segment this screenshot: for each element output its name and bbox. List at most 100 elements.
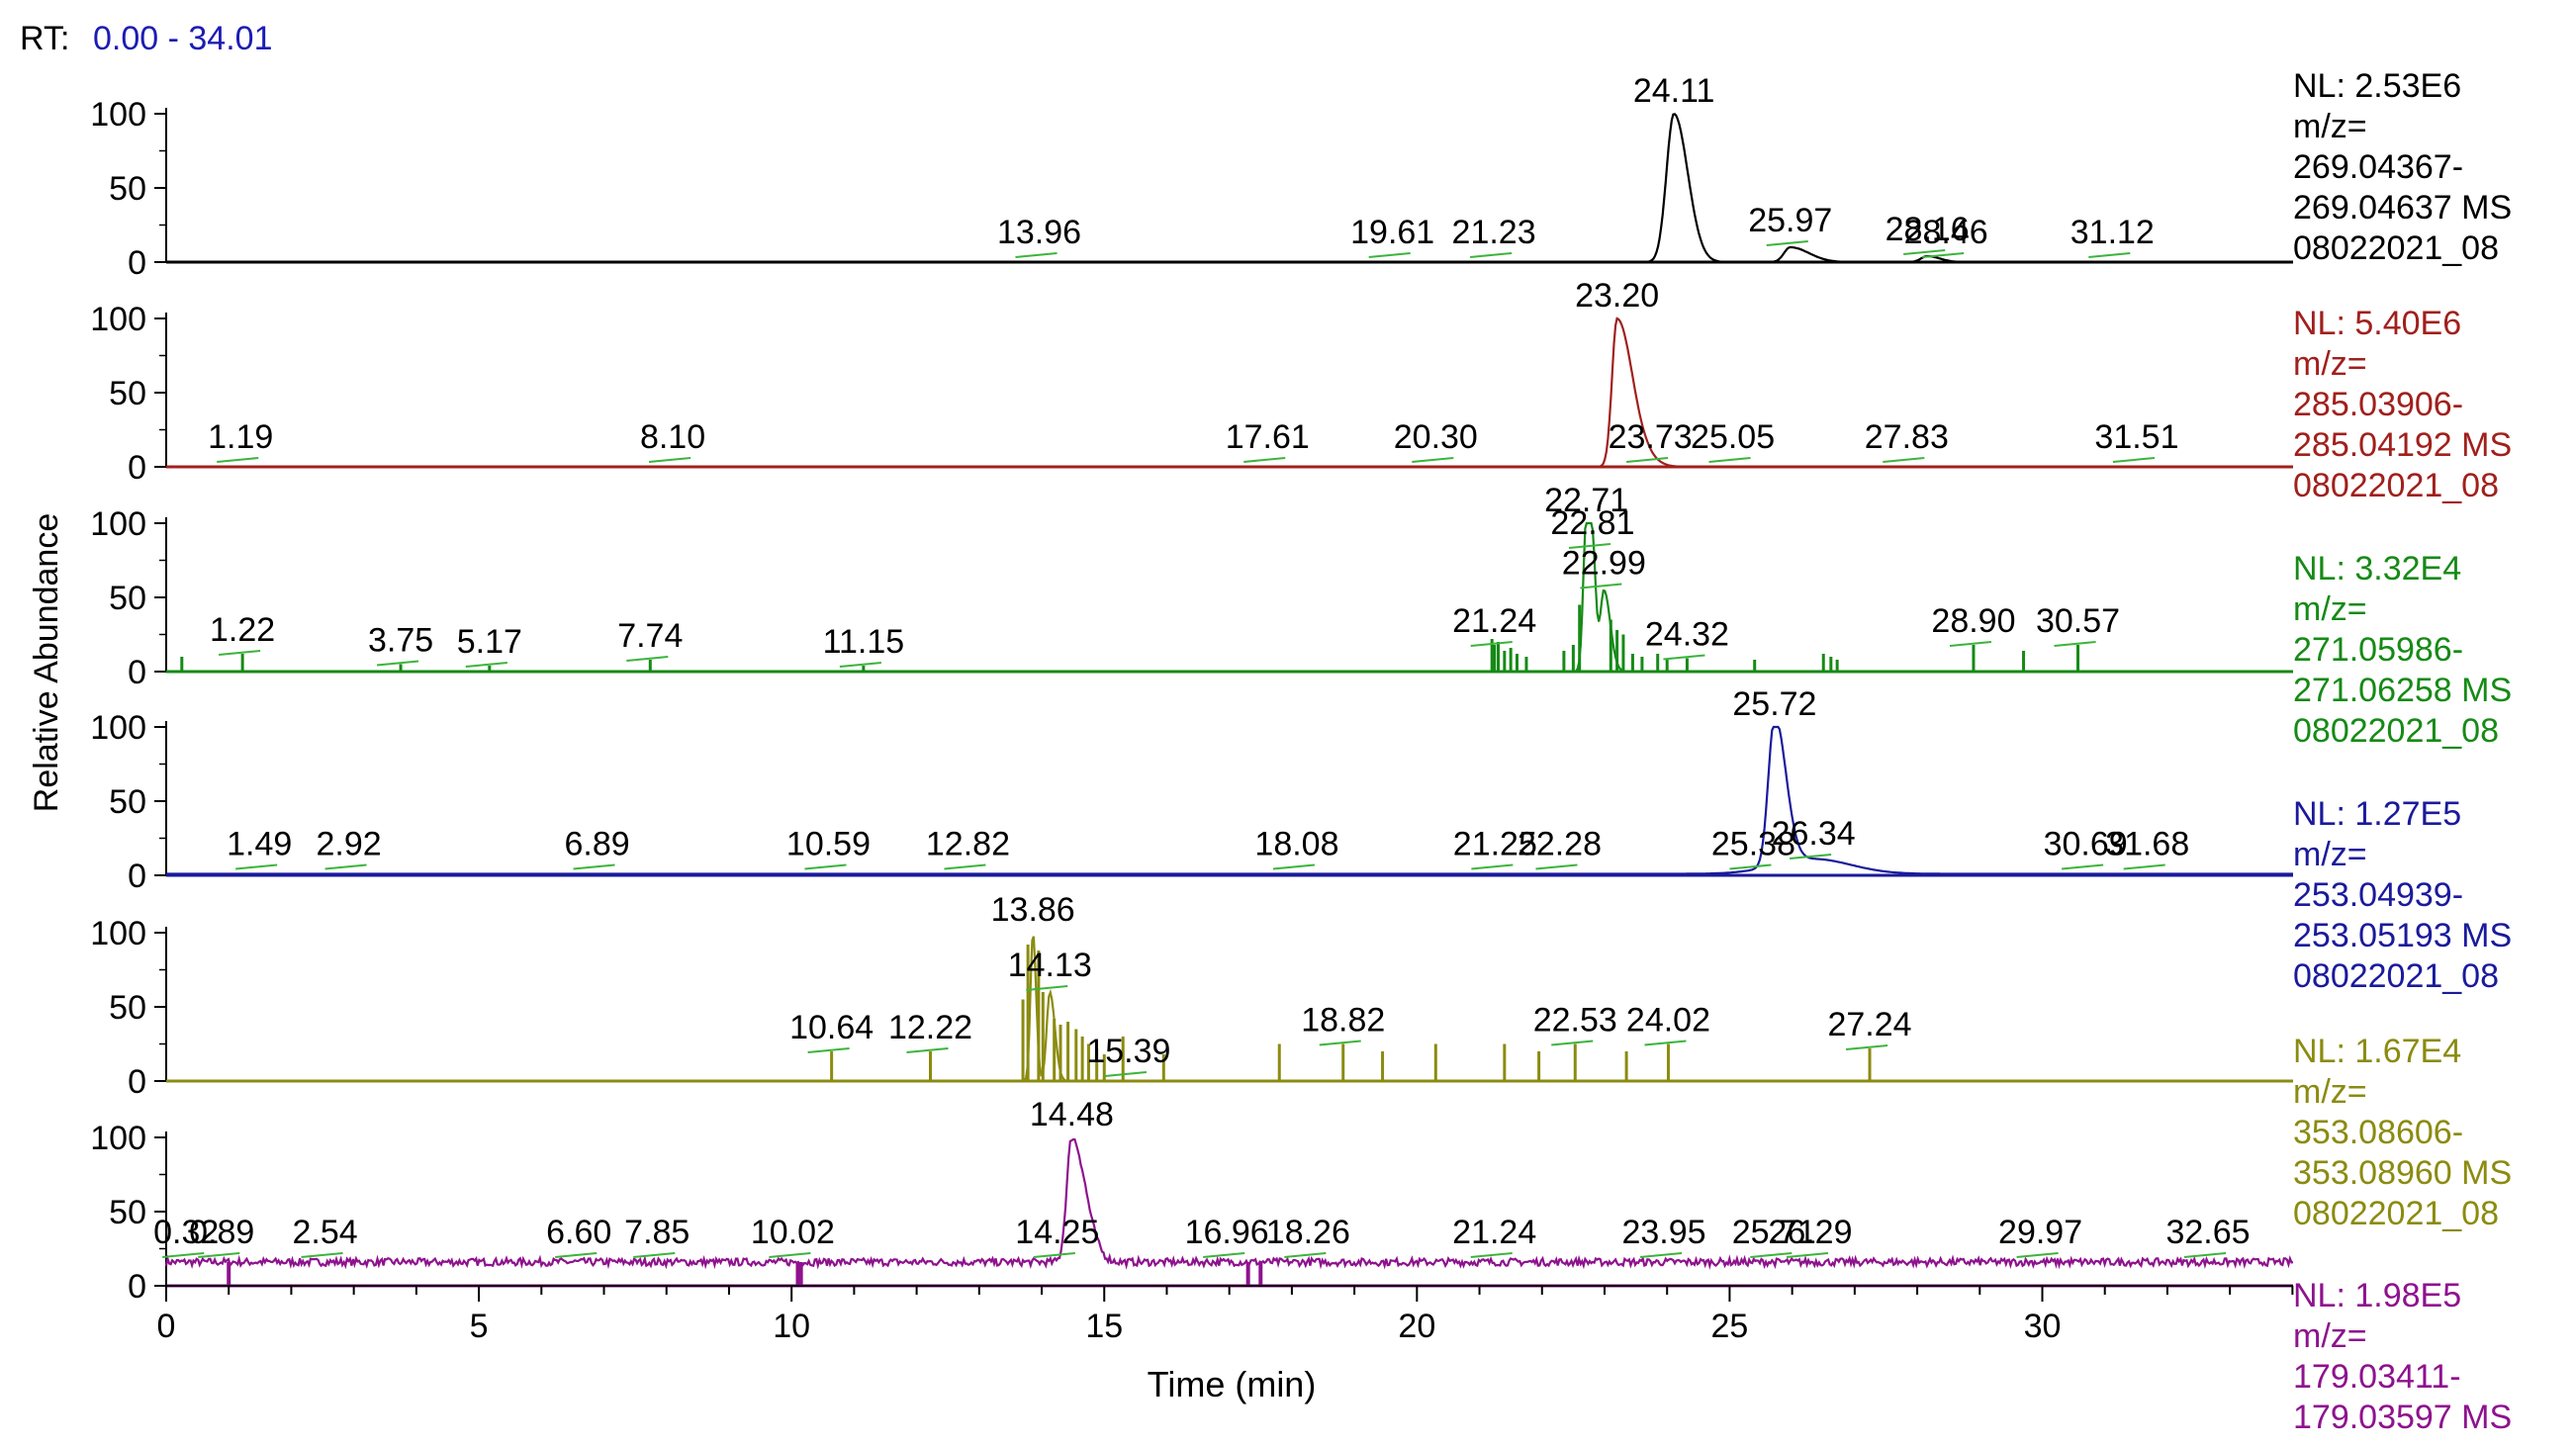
label-leader (1535, 863, 1578, 870)
label-leader (1469, 252, 1513, 258)
y-tick-label: 100 (90, 915, 146, 952)
label-leader (555, 1252, 598, 1258)
label-leader (769, 1252, 811, 1258)
y-tick-label: 50 (109, 580, 146, 617)
peak-label: 19.61 (1350, 214, 1434, 251)
legend-line: m/z= (2293, 590, 2367, 628)
label-leader (839, 662, 881, 668)
peak-label: 22.28 (1518, 826, 1602, 863)
peak-label: 23.95 (1621, 1214, 1705, 1251)
peak-label: 7.74 (617, 617, 683, 655)
legend-line: NL: 5.40E6 (2293, 305, 2461, 342)
peak-label: 24.32 (1645, 616, 1729, 654)
peak-label: 21.23 (1452, 214, 1536, 251)
peak-label: 14.25 (1015, 1214, 1099, 1251)
label-leader (1033, 1252, 1075, 1258)
legend-line: 253.05193 MS (2293, 917, 2512, 954)
label-leader (906, 1047, 949, 1053)
label-leader (1708, 457, 1751, 463)
peak-label: 25.38 (1711, 826, 1795, 863)
label-leader (1845, 1044, 1888, 1050)
legend-line: 08022021_08 (2293, 712, 2499, 750)
y-tick-label: 0 (128, 858, 146, 895)
legend-line: 269.04637 MS (2293, 189, 2512, 226)
legend-line: NL: 1.98E5 (2293, 1277, 2461, 1314)
label-leader (1412, 457, 1454, 463)
y-tick-label: 100 (90, 96, 146, 134)
y-tick-label: 100 (90, 1120, 146, 1157)
peak-label: 30.57 (2036, 602, 2120, 640)
label-leader (2123, 863, 2165, 870)
y-tick-label: 0 (128, 1268, 146, 1306)
y-tick-label: 0 (128, 449, 146, 487)
legend-line: NL: 3.32E4 (2293, 550, 2461, 588)
peak-label: 25.05 (1691, 418, 1775, 456)
label-leader (573, 863, 615, 870)
legend-line: 253.04939- (2293, 876, 2463, 914)
legend-line: 353.08606- (2293, 1114, 2463, 1151)
peak-label: 21.24 (1452, 602, 1536, 640)
peak-label: 31.51 (2094, 418, 2178, 456)
peak-label: 6.60 (546, 1214, 611, 1251)
label-leader (626, 656, 669, 662)
legend-line: 08022021_08 (2293, 1195, 2499, 1232)
legend-line: 179.03411- (2293, 1358, 2461, 1396)
label-leader (1203, 1252, 1245, 1258)
peak-label: 1.22 (210, 611, 275, 649)
label-leader (1580, 583, 1622, 589)
peak-label: 21.24 (1452, 1214, 1536, 1251)
peak-label: 30.69 (2044, 826, 2128, 863)
peak-label: 13.96 (997, 214, 1081, 251)
label-leader (2183, 1252, 2227, 1258)
label-leader (1786, 1252, 1829, 1258)
peak-label: 22.99 (1562, 545, 1646, 583)
peak-label: 28.46 (1904, 214, 1988, 251)
legend-line: 285.04192 MS (2293, 426, 2512, 464)
peak-label: 17.61 (1226, 418, 1310, 456)
peak-label: 11.15 (823, 623, 905, 661)
peak-label: 23.73 (1609, 418, 1693, 456)
y-tick-label: 50 (109, 375, 146, 412)
peak-label: 27.24 (1827, 1006, 1911, 1043)
peak-label: 26.29 (1768, 1214, 1852, 1251)
peak-label: 5.17 (457, 623, 522, 661)
peak-label: 22.71 (1544, 482, 1628, 519)
peak-label: 22.81 (1550, 504, 1634, 542)
label-leader (1766, 240, 1808, 246)
legend-line: 271.05986- (2293, 631, 2463, 669)
label-leader (217, 457, 259, 463)
label-leader (2088, 252, 2131, 258)
y-tick-label: 50 (109, 783, 146, 821)
label-leader (301, 1252, 343, 1258)
label-leader (1104, 1071, 1147, 1077)
peak-label: 18.26 (1266, 1214, 1350, 1251)
peak-label: 31.12 (2070, 214, 2155, 251)
legend-line: 285.03906- (2293, 386, 2463, 423)
label-leader (1883, 457, 1925, 463)
x-tick-label: 10 (773, 1308, 810, 1345)
label-leader (1922, 252, 1965, 258)
peak-label: 25.97 (1748, 202, 1832, 239)
peak-label: 29.97 (1998, 1214, 2082, 1251)
legend-line: NL: 1.27E5 (2293, 795, 2461, 833)
y-tick-label: 100 (90, 709, 146, 747)
label-leader (465, 662, 507, 668)
peak-label: 27.83 (1865, 418, 1949, 456)
legend-line: m/z= (2293, 1317, 2367, 1355)
peak-label: 16.96 (1185, 1214, 1269, 1251)
peak-label: 26.34 (1772, 815, 1856, 853)
label-leader (1470, 641, 1513, 647)
peak-label: 28.16 (1886, 211, 1970, 248)
label-leader (1750, 1252, 1793, 1258)
legend-line: 353.08960 MS (2293, 1154, 2512, 1192)
peak-label: 2.92 (316, 826, 381, 863)
y-tick-label: 100 (90, 505, 146, 543)
peak-label: 14.13 (1008, 947, 1092, 984)
peak-label: 18.82 (1301, 1002, 1385, 1040)
label-leader (2112, 457, 2156, 463)
peak-label: 20.30 (1394, 418, 1478, 456)
peak-label: 12.82 (926, 826, 1010, 863)
peak-label: 28.90 (1931, 602, 2015, 640)
y-tick-label: 50 (109, 1194, 146, 1231)
y-tick-label: 50 (109, 170, 146, 208)
